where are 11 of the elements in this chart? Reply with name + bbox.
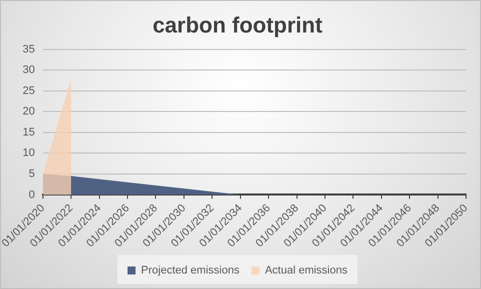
y-tick-label: 35 bbox=[22, 43, 35, 56]
y-tick-label: 25 bbox=[22, 84, 35, 97]
y-tick-label: 10 bbox=[22, 147, 35, 160]
y-tick-label: 20 bbox=[22, 106, 35, 118]
legend-label: Actual emissions bbox=[264, 264, 348, 277]
y-tick-label: 0 bbox=[28, 188, 35, 201]
y-tick-label: 15 bbox=[22, 126, 35, 138]
legend-label: Projected emissions bbox=[141, 264, 240, 277]
chart-title: carbon footprint bbox=[152, 12, 324, 38]
y-tick-label: 5 bbox=[28, 168, 35, 180]
y-tick-label: 30 bbox=[22, 64, 35, 76]
